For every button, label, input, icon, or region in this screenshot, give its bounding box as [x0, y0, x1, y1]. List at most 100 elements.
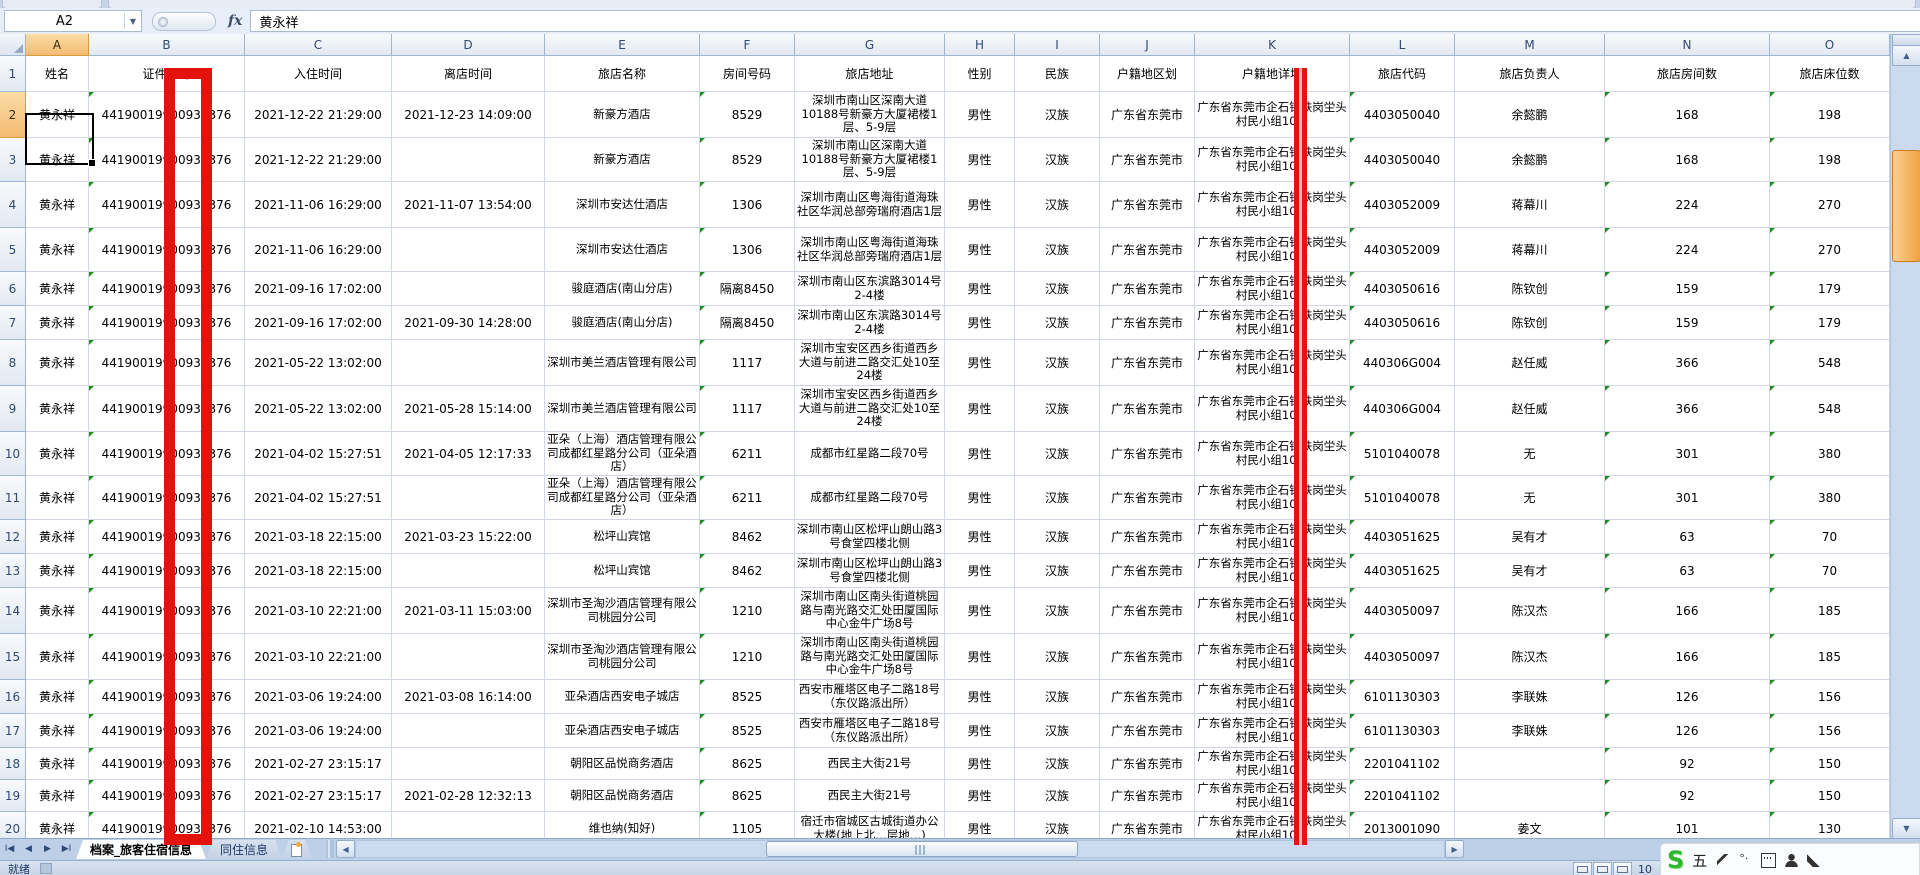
cell-C18[interactable]: 2021-02-27 23:15:17 [245, 748, 392, 780]
cell-E10[interactable]: 亚朵（上海）酒店管理有限公司成都红星路分公司（亚朵酒店） [545, 432, 700, 476]
cell-F13[interactable]: 8462 [700, 554, 795, 588]
cell-E20[interactable]: 维也纳(知好) [545, 812, 700, 838]
cell-L5[interactable]: 4403052009 [1350, 228, 1455, 272]
cell-I6[interactable]: 汉族 [1015, 272, 1100, 306]
row-header-10[interactable]: 10 [0, 432, 26, 476]
cell-L12[interactable]: 4403051625 [1350, 520, 1455, 554]
row-header-20[interactable]: 20 [0, 812, 26, 838]
cell-M1[interactable]: 旅店负责人 [1455, 56, 1605, 92]
cell-H20[interactable]: 男性 [945, 812, 1015, 838]
cell-G2[interactable]: 深圳市南山区深南大道10188号新豪方大厦裙楼1层、5-9层 [795, 92, 945, 138]
cell-A18[interactable]: 黄永祥 [26, 748, 89, 780]
col-header-B[interactable]: B [89, 34, 245, 56]
cell-C3[interactable]: 2021-12-22 21:29:00 [245, 138, 392, 182]
cell-O11[interactable]: 380 [1770, 476, 1890, 520]
cell-O3[interactable]: 198 [1770, 138, 1890, 182]
cell-H5[interactable]: 男性 [945, 228, 1015, 272]
row-header-11[interactable]: 11 [0, 476, 26, 520]
cell-A15[interactable]: 黄永祥 [26, 634, 89, 680]
cell-O6[interactable]: 179 [1770, 272, 1890, 306]
cell-A5[interactable]: 黄永祥 [26, 228, 89, 272]
normal-view-button[interactable] [1573, 862, 1592, 875]
cell-D9[interactable]: 2021-05-28 15:14:00 [392, 386, 545, 432]
cell-J19[interactable]: 广东省东莞市 [1100, 780, 1195, 812]
cell-I17[interactable]: 汉族 [1015, 714, 1100, 748]
ime-user-icon[interactable] [1785, 853, 1799, 867]
cell-A4[interactable]: 黄永祥 [26, 182, 89, 228]
cell-D8[interactable] [392, 340, 545, 386]
cell-O18[interactable]: 150 [1770, 748, 1890, 780]
scroll-down-button[interactable]: ▼ [1892, 818, 1920, 839]
cell-N14[interactable]: 166 [1605, 588, 1770, 634]
cell-G18[interactable]: 西民主大街21号 [795, 748, 945, 780]
cell-F3[interactable]: 8529 [700, 138, 795, 182]
cell-A1[interactable]: 姓名 [26, 56, 89, 92]
cell-I5[interactable]: 汉族 [1015, 228, 1100, 272]
cell-G17[interactable]: 西安市雁塔区电子二路18号（东仪路派出所） [795, 714, 945, 748]
cell-H11[interactable]: 男性 [945, 476, 1015, 520]
cell-O13[interactable]: 70 [1770, 554, 1890, 588]
cell-F4[interactable]: 1306 [700, 182, 795, 228]
cell-H12[interactable]: 男性 [945, 520, 1015, 554]
macro-record-icon[interactable] [40, 863, 52, 874]
cell-C19[interactable]: 2021-02-27 23:15:17 [245, 780, 392, 812]
cell-G1[interactable]: 旅店地址 [795, 56, 945, 92]
cell-H18[interactable]: 男性 [945, 748, 1015, 780]
cell-L10[interactable]: 5101040078 [1350, 432, 1455, 476]
cell-N17[interactable]: 126 [1605, 714, 1770, 748]
cell-O1[interactable]: 旅店床位数 [1770, 56, 1890, 92]
cell-E17[interactable]: 亚朵酒店西安电子城店 [545, 714, 700, 748]
cell-N13[interactable]: 63 [1605, 554, 1770, 588]
cell-H7[interactable]: 男性 [945, 306, 1015, 340]
cell-N7[interactable]: 159 [1605, 306, 1770, 340]
ime-keyboard-icon[interactable] [1761, 852, 1777, 868]
cell-A17[interactable]: 黄永祥 [26, 714, 89, 748]
cell-J3[interactable]: 广东省东莞市 [1100, 138, 1195, 182]
cell-C14[interactable]: 2021-03-10 22:21:00 [245, 588, 392, 634]
cell-K6[interactable]: 广东省东莞市企石镇铁岗坣头村民小组10号 [1195, 272, 1350, 306]
cell-E9[interactable]: 深圳市美兰酒店管理有限公司 [545, 386, 700, 432]
first-sheet-button[interactable]: Ⅰ◀ [4, 844, 15, 854]
cell-D5[interactable] [392, 228, 545, 272]
cell-E1[interactable]: 旅店名称 [545, 56, 700, 92]
cell-J10[interactable]: 广东省东莞市 [1100, 432, 1195, 476]
cell-A3[interactable]: 黄永祥 [26, 138, 89, 182]
col-header-M[interactable]: M [1455, 34, 1605, 56]
cell-G5[interactable]: 深圳市南山区粤海街道海珠社区华润总部旁瑞府酒店1层 [795, 228, 945, 272]
scroll-right-button[interactable]: ▶ [1445, 840, 1465, 858]
cell-G16[interactable]: 西安市雁塔区电子二路18号（东仪路派出所） [795, 680, 945, 714]
cell-A8[interactable]: 黄永祥 [26, 340, 89, 386]
cell-C11[interactable]: 2021-04-02 15:27:51 [245, 476, 392, 520]
cell-H4[interactable]: 男性 [945, 182, 1015, 228]
cell-L18[interactable]: 2201041102 [1350, 748, 1455, 780]
cell-N12[interactable]: 63 [1605, 520, 1770, 554]
cell-C2[interactable]: 2021-12-22 21:29:00 [245, 92, 392, 138]
cell-H9[interactable]: 男性 [945, 386, 1015, 432]
sogou-logo-icon[interactable]: S [1667, 846, 1685, 874]
cell-D13[interactable] [392, 554, 545, 588]
cell-J4[interactable]: 广东省东莞市 [1100, 182, 1195, 228]
cell-G12[interactable]: 深圳市南山区松坪山朗山路3号食堂四楼北侧 [795, 520, 945, 554]
cell-I2[interactable]: 汉族 [1015, 92, 1100, 138]
cell-A6[interactable]: 黄永祥 [26, 272, 89, 306]
cell-I10[interactable]: 汉族 [1015, 432, 1100, 476]
col-header-C[interactable]: C [245, 34, 392, 56]
cell-C20[interactable]: 2021-02-10 14:53:00 [245, 812, 392, 838]
cell-N6[interactable]: 159 [1605, 272, 1770, 306]
sheet-tab-active[interactable]: 档案_旅客住宿信息 [76, 840, 206, 859]
cell-J20[interactable]: 广东省东莞市 [1100, 812, 1195, 838]
select-all-corner[interactable] [0, 34, 26, 56]
cell-D19[interactable]: 2021-02-28 12:32:13 [392, 780, 545, 812]
cell-N19[interactable]: 92 [1605, 780, 1770, 812]
cell-M5[interactable]: 蒋幕川 [1455, 228, 1605, 272]
cell-A14[interactable]: 黄永祥 [26, 588, 89, 634]
cell-N10[interactable]: 301 [1605, 432, 1770, 476]
row-header-15[interactable]: 15 [0, 634, 26, 680]
cell-I4[interactable]: 汉族 [1015, 182, 1100, 228]
cell-E13[interactable]: 松坪山宾馆 [545, 554, 700, 588]
row-header-19[interactable]: 19 [0, 780, 26, 812]
cell-J1[interactable]: 户籍地区划 [1100, 56, 1195, 92]
cell-C17[interactable]: 2021-03-06 19:24:00 [245, 714, 392, 748]
row-header-17[interactable]: 17 [0, 714, 26, 748]
cell-L8[interactable]: 440306G004 [1350, 340, 1455, 386]
